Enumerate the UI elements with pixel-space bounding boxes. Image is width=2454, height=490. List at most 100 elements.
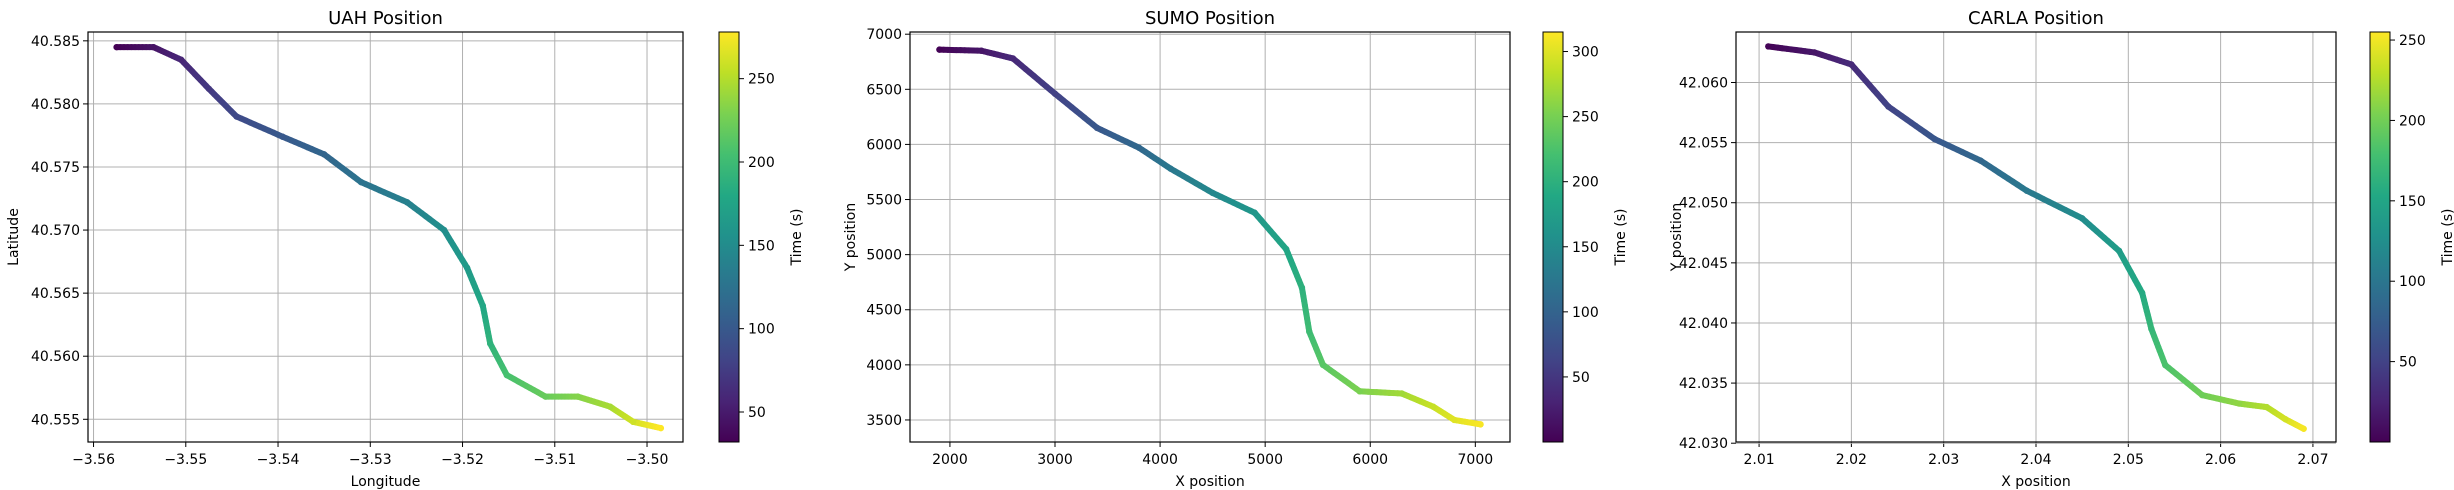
x-tick-label: 2.02 xyxy=(1836,452,1867,468)
x-tick-label: −3.56 xyxy=(72,452,115,468)
y-tick-label: 42.050 xyxy=(1679,196,1728,212)
x-tick-label: 7000 xyxy=(1458,452,1494,468)
data-point xyxy=(606,403,614,410)
data-point xyxy=(487,340,494,347)
data-point xyxy=(1251,209,1258,216)
colorbar-gradient xyxy=(718,31,740,443)
y-tick-label: 42.030 xyxy=(1679,436,1728,452)
data-point xyxy=(320,151,328,158)
y-tick-label: 7000 xyxy=(866,27,902,43)
x-tick-label: 2.03 xyxy=(1928,452,1959,468)
data-point xyxy=(1009,55,1017,62)
y-tick-label: 40.555 xyxy=(31,412,80,428)
colorbar-gradient xyxy=(2369,31,2391,443)
y-axis-label: Latitude xyxy=(6,208,22,266)
data-point xyxy=(1477,421,1484,428)
chart-title: UAH Position xyxy=(328,8,443,29)
x-tick-label: 2.06 xyxy=(2205,452,2236,468)
y-tick-label: 40.570 xyxy=(31,223,80,239)
colorbar-tick-label: 150 xyxy=(2399,194,2426,210)
data-point xyxy=(1848,61,1855,68)
y-tick-label: 6000 xyxy=(866,137,902,153)
data-point xyxy=(1885,103,1892,110)
data-point xyxy=(1765,43,1772,50)
y-tick-label: 6500 xyxy=(866,82,902,98)
y-tick-label: 42.055 xyxy=(1679,136,1728,152)
x-tick-label: 2.01 xyxy=(1743,452,1774,468)
colorbar-tick-label: 100 xyxy=(748,322,775,338)
colorbar-label: Time (s) xyxy=(1613,209,1629,267)
x-tick-label: 3000 xyxy=(1037,452,1073,468)
x-axis-label: X position xyxy=(1175,474,1245,490)
x-tick-label: −3.50 xyxy=(626,452,669,468)
x-tick-label: −3.53 xyxy=(349,452,392,468)
data-point xyxy=(1356,388,1363,395)
colorbar: 50 100 150 200 250 Time (s) xyxy=(718,31,805,443)
y-tick-label: 5500 xyxy=(866,193,902,209)
data-point xyxy=(1093,124,1101,132)
colorbar-tick-label: 100 xyxy=(1572,305,1599,321)
x-tick-label: 2.04 xyxy=(2020,452,2051,468)
y-tick-label: 42.040 xyxy=(1679,316,1728,332)
data-point xyxy=(2023,187,2030,194)
colorbar-tick-label: 50 xyxy=(748,405,766,421)
colorbar-label: Time (s) xyxy=(789,209,805,267)
chart-panel-2: 2.01 2.02 2.03 2.04 2.05 2.06 2.07 42.030 42.035… xyxy=(1669,8,2454,490)
y-tick-label: 40.580 xyxy=(31,97,80,113)
data-point xyxy=(1430,403,1437,410)
data-point xyxy=(503,371,511,379)
data-point xyxy=(150,43,157,51)
data-point xyxy=(1398,390,1405,397)
colorbar: 50 100 150 200 250 300 Time (s) xyxy=(1542,31,1629,443)
data-point xyxy=(1135,144,1143,151)
data-point xyxy=(205,85,213,92)
data-point xyxy=(479,302,487,309)
y-tick-label: 42.035 xyxy=(1679,376,1728,392)
colorbar-tick-label: 50 xyxy=(1572,370,1590,386)
colorbar-tick-label: 150 xyxy=(1572,240,1599,256)
colorbar-tick-label: 200 xyxy=(748,155,775,171)
data-point xyxy=(574,393,582,400)
trajectory xyxy=(936,46,1484,428)
data-point xyxy=(1298,284,1306,291)
y-tick-label: 40.560 xyxy=(31,349,80,365)
colorbar-tick-label: 150 xyxy=(748,238,775,254)
chart-title: CARLA Position xyxy=(1968,8,2104,29)
data-point xyxy=(2115,247,2123,255)
trajectory xyxy=(113,43,665,432)
x-axis-label: X position xyxy=(2001,474,2071,490)
axes-frame xyxy=(909,31,1511,443)
y-axis-label: Y position xyxy=(843,203,859,272)
data-point xyxy=(357,178,365,186)
y-tick-label: 40.575 xyxy=(31,160,80,176)
axes-frame xyxy=(87,31,684,443)
x-tick-label: 6000 xyxy=(1352,452,1388,468)
data-point xyxy=(2078,215,2086,222)
data-point xyxy=(1931,135,1938,143)
plot-area xyxy=(88,32,683,442)
y-tick-label: 40.585 xyxy=(31,34,80,50)
data-point xyxy=(2300,425,2307,432)
data-point xyxy=(2148,325,2155,333)
y-tick-label: 4500 xyxy=(866,303,902,319)
colorbar-tick-label: 50 xyxy=(2399,355,2417,371)
x-tick-label: −3.54 xyxy=(257,452,300,468)
data-point xyxy=(542,393,549,400)
data-point xyxy=(403,199,411,206)
trajectory xyxy=(1765,43,2307,432)
data-point xyxy=(2282,415,2289,423)
y-tick-label: 40.565 xyxy=(31,286,80,302)
data-point xyxy=(2198,391,2206,399)
y-tick-label: 42.045 xyxy=(1679,256,1728,272)
data-point xyxy=(1319,361,1327,369)
data-point xyxy=(1282,245,1290,253)
chart-title: SUMO Position xyxy=(1145,8,1275,29)
colorbar-tick-label: 250 xyxy=(2399,33,2426,49)
colorbar-tick-label: 250 xyxy=(748,72,775,88)
data-point xyxy=(1051,90,1059,97)
data-point xyxy=(1451,416,1458,424)
x-tick-label: 5000 xyxy=(1247,452,1283,468)
data-point xyxy=(440,226,448,234)
x-axis-label: Longitude xyxy=(351,474,421,490)
